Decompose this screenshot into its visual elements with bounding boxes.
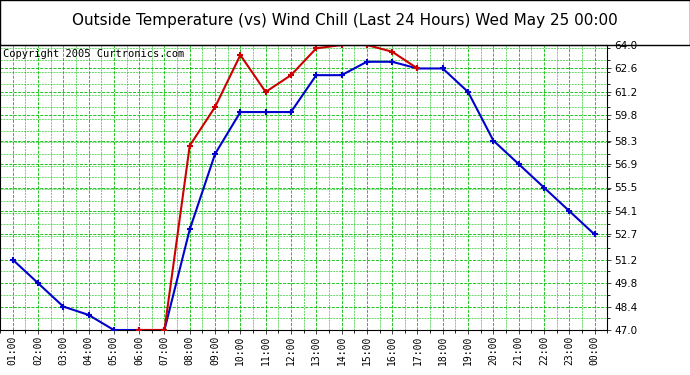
Text: Copyright 2005 Curtronics.com: Copyright 2005 Curtronics.com — [3, 49, 184, 59]
Text: Outside Temperature (vs) Wind Chill (Last 24 Hours) Wed May 25 00:00: Outside Temperature (vs) Wind Chill (Las… — [72, 13, 618, 28]
